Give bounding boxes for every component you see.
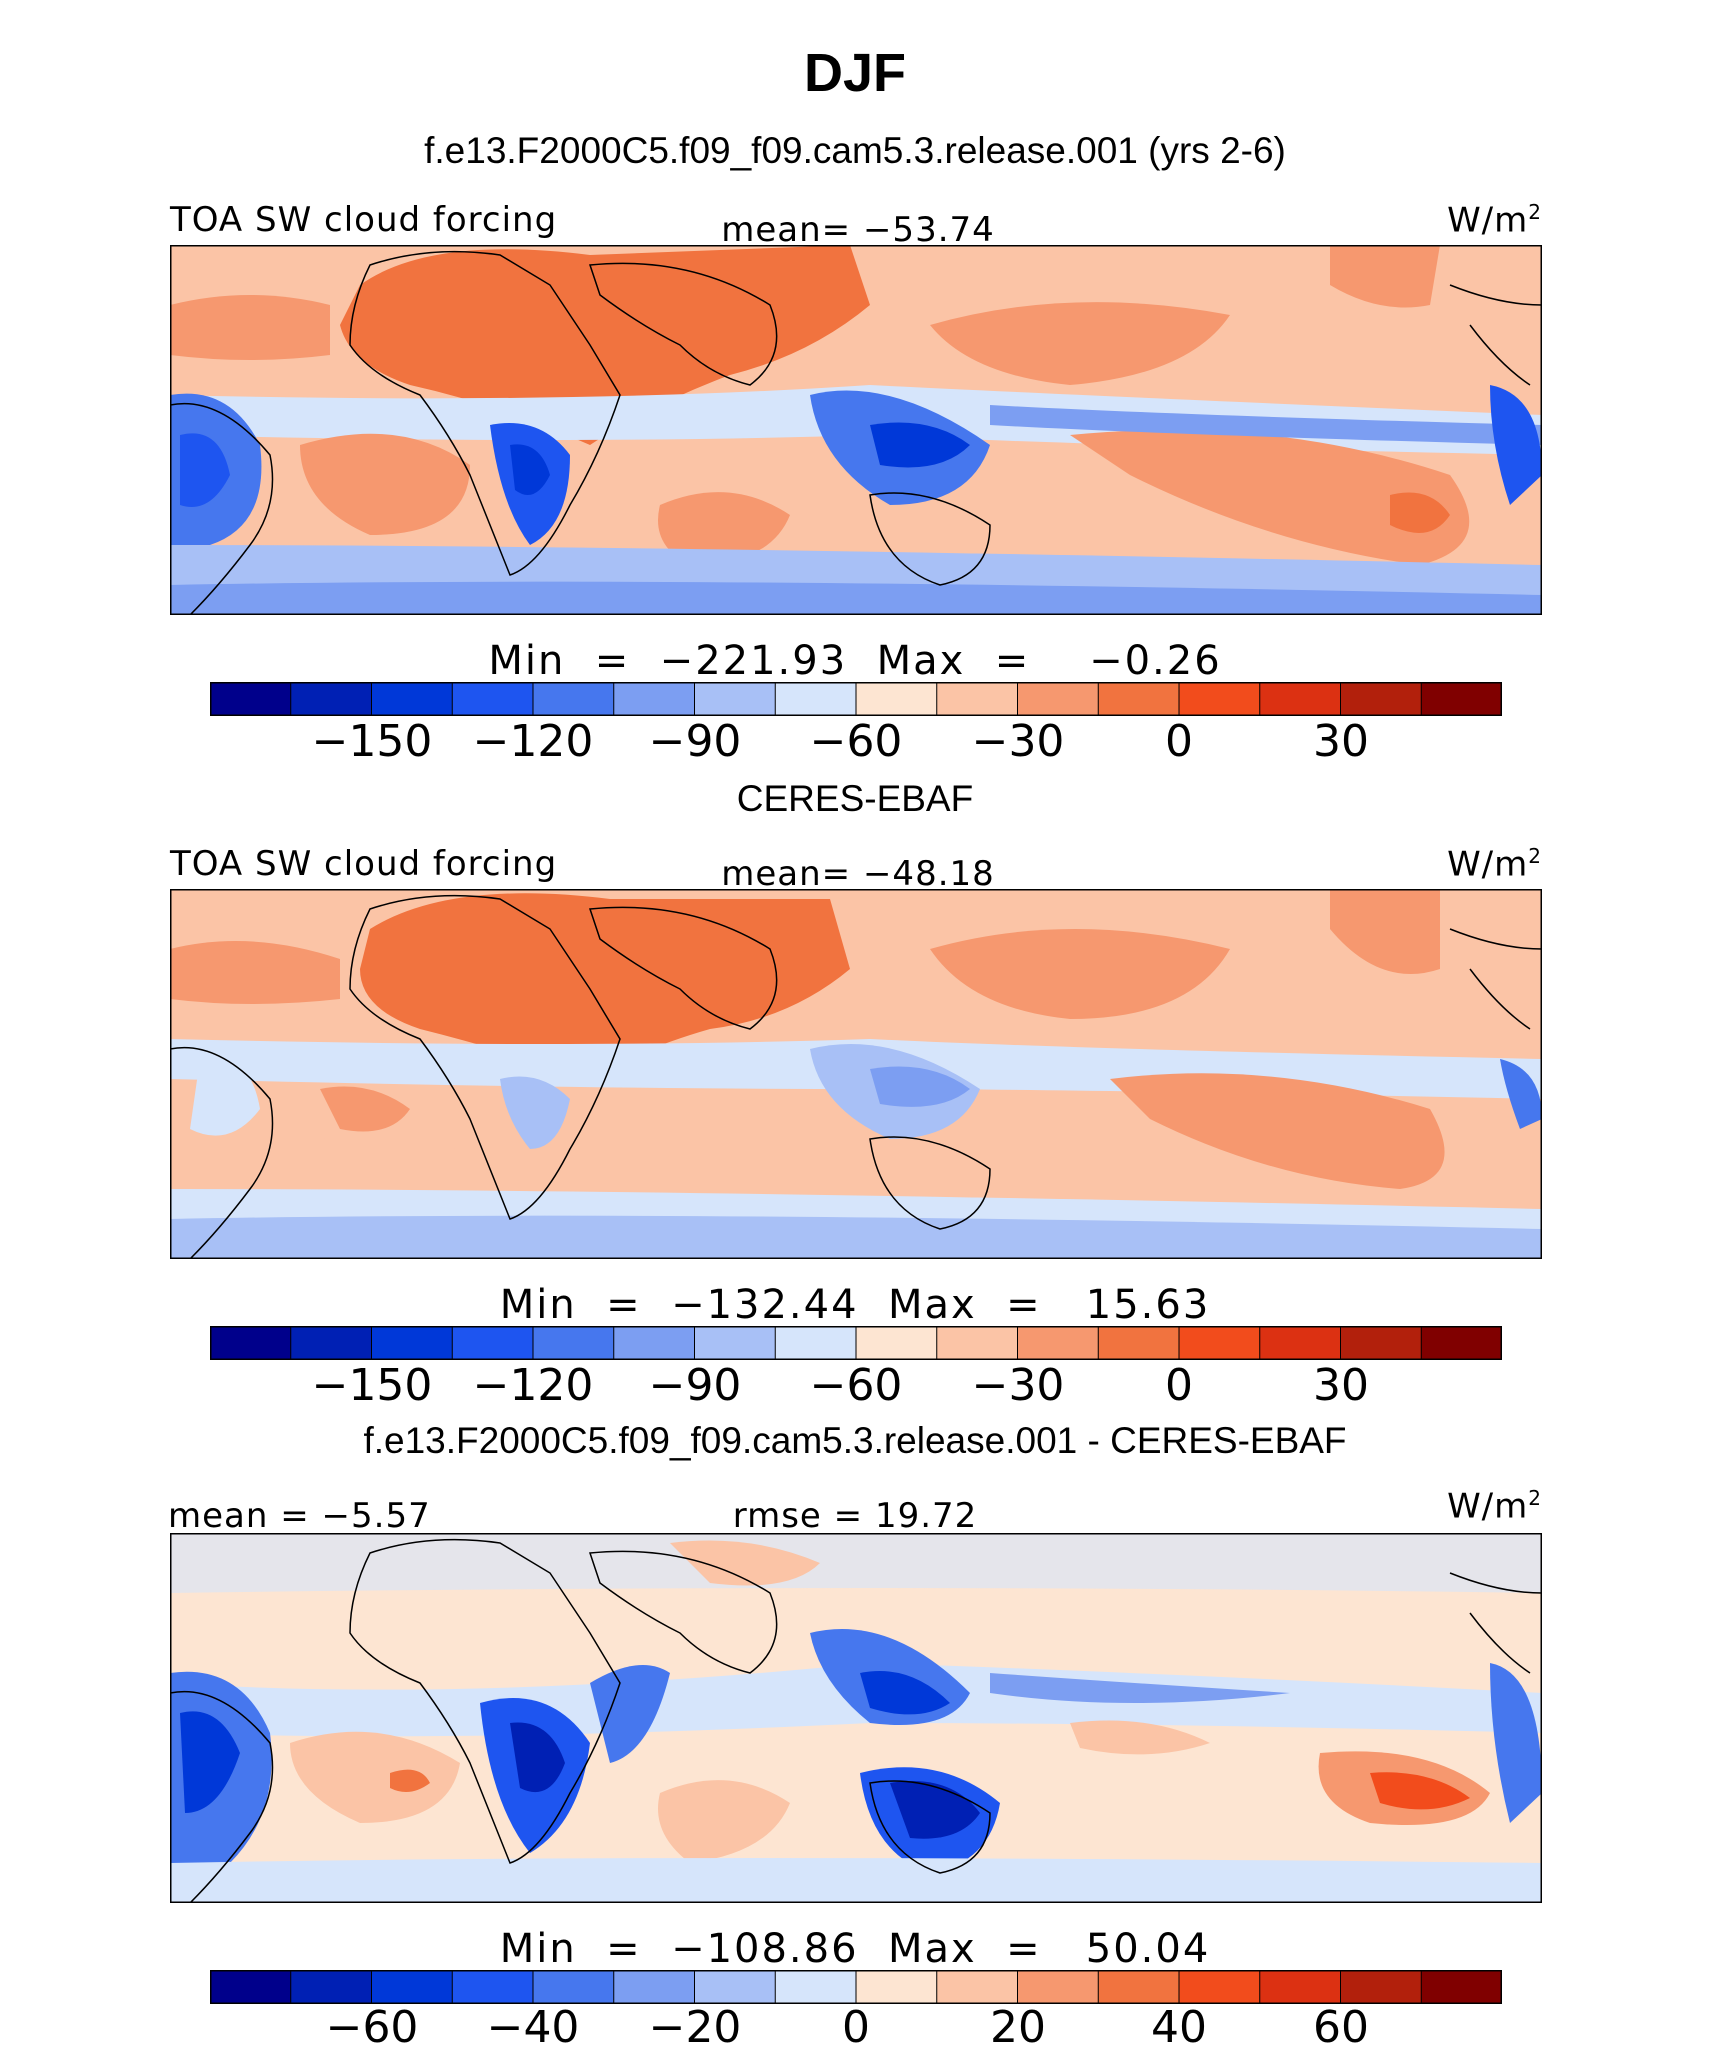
panel-2-colorbar-swatch — [1017, 1326, 1100, 1360]
panel-2-colorbar-swatch — [451, 1326, 534, 1360]
panel-3-units: W/m2 — [1447, 1486, 1542, 1527]
panel-3-colorbar-swatch — [290, 1970, 373, 2004]
panel-3-colorbar-swatch — [1259, 1970, 1342, 2004]
panel-3-colorbar-swatch — [210, 1970, 292, 2004]
panel-2-colorbar-swatch — [1097, 1326, 1180, 1360]
panel-3-colorbar-swatch — [451, 1970, 534, 2004]
panel-2-tick-6: 0 — [1165, 1360, 1193, 1411]
panel-2-center-label: mean= −48.18 — [721, 854, 995, 894]
panel-2-colorbar-swatch — [1259, 1326, 1342, 1360]
panel-1-colorbar-swatch — [210, 682, 292, 716]
panel-1-tick-7: 30 — [1313, 716, 1369, 767]
panel-3-tick-1: −60 — [325, 2002, 419, 2053]
panel-1-colorbar-swatch — [1097, 682, 1180, 716]
panel-1-tick-4: −60 — [809, 716, 903, 767]
panel-3-subtitle: f.e13.F2000C5.f09_f09.cam5.3.release.001… — [363, 1420, 1347, 1461]
panel-3-tick-5: 20 — [990, 2002, 1046, 2053]
panel-1-colorbar-swatch — [1340, 682, 1423, 716]
panel-1-colorbar-swatch — [1420, 682, 1502, 716]
panel-2-left-label: TOA SW cloud forcing — [170, 844, 558, 884]
panel-2-min-max: Min = −132.44 Max = 15.63 — [499, 1282, 1211, 1328]
panel-1-colorbar-swatch — [855, 682, 938, 716]
panel-1-colorbar-swatch — [774, 682, 857, 716]
panel-1-colorbar-swatch — [1259, 682, 1342, 716]
panel-3-tick-3: −20 — [648, 2002, 742, 2053]
panel-2-tick-3: −90 — [648, 1360, 742, 1411]
panel-2-subtitle: CERES-EBAF — [736, 778, 974, 819]
panel-2-colorbar-swatch — [613, 1326, 696, 1360]
panel-1-colorbar-swatch — [1178, 682, 1261, 716]
panel-1-tick-1: −150 — [311, 716, 433, 767]
panel-2-tick-2: −120 — [472, 1360, 594, 1411]
panel-2-map — [170, 889, 1542, 1259]
panel-2-tick-7: 30 — [1313, 1360, 1369, 1411]
panel-1-colorbar-swatch — [1017, 682, 1100, 716]
panel-3-colorbar-swatch — [1017, 1970, 1100, 2004]
panel-1-tick-6: 0 — [1165, 716, 1193, 767]
panel-1-subtitle: f.e13.F2000C5.f09_f09.cam5.3.release.001… — [424, 130, 1286, 171]
panel-2-colorbar-swatch — [694, 1326, 777, 1360]
panel-2-colorbar-swatch — [855, 1326, 938, 1360]
panel-3-tick-6: 40 — [1151, 2002, 1207, 2053]
panel-2-units: W/m2 — [1447, 844, 1542, 885]
panel-3-colorbar-swatch — [371, 1970, 454, 2004]
panel-1-colorbar-swatch — [451, 682, 534, 716]
panel-1-tick-2: −120 — [472, 716, 594, 767]
panel-2-colorbar — [210, 1326, 1502, 1360]
panel-2-colorbar-swatch — [371, 1326, 454, 1360]
panel-3-colorbar-swatch — [855, 1970, 938, 2004]
panel-1-tick-5: −30 — [971, 716, 1065, 767]
panel-3-tick-7: 60 — [1313, 2002, 1369, 2053]
panel-2-colorbar-swatch — [290, 1326, 373, 1360]
panel-1-min-max: Min = −221.93 Max = −0.26 — [488, 638, 1222, 684]
panel-1-colorbar-swatch — [290, 682, 373, 716]
panel-3-colorbar-swatch — [1178, 1970, 1261, 2004]
panel-3-tick-4: 0 — [842, 2002, 870, 2053]
panel-2-tick-1: −150 — [311, 1360, 433, 1411]
panel-3-colorbar-swatch — [613, 1970, 696, 2004]
panel-2-tick-5: −30 — [971, 1360, 1065, 1411]
panel-1-colorbar — [210, 682, 1502, 716]
panel-2-colorbar-swatch — [936, 1326, 1019, 1360]
panel-2-colorbar-swatch — [1420, 1326, 1502, 1360]
panel-1-colorbar-swatch — [532, 682, 615, 716]
panel-3-colorbar-swatch — [774, 1970, 857, 2004]
panel-3-tick-2: −40 — [486, 2002, 580, 2053]
panel-1-tick-3: −90 — [648, 716, 742, 767]
panel-2-colorbar-swatch — [210, 1326, 292, 1360]
panel-1-map — [170, 245, 1542, 615]
panel-3-min-max: Min = −108.86 Max = 50.04 — [499, 1926, 1211, 1972]
panel-3-colorbar-swatch — [532, 1970, 615, 2004]
panel-3-colorbar — [210, 1970, 1502, 2004]
panel-3-colorbar-swatch — [1097, 1970, 1180, 2004]
panel-2-colorbar-swatch — [774, 1326, 857, 1360]
panel-1-units: W/m2 — [1447, 200, 1542, 241]
panel-1-colorbar-swatch — [613, 682, 696, 716]
panel-1-left-label: TOA SW cloud forcing — [170, 200, 558, 240]
panel-3-colorbar-swatch — [694, 1970, 777, 2004]
panel-3-colorbar-swatch — [1340, 1970, 1423, 2004]
panel-3-rmse-label: rmse = 19.72 — [732, 1496, 978, 1536]
panel-3-map — [170, 1533, 1542, 1903]
panel-3-mean-label: mean = −5.57 — [168, 1496, 431, 1536]
panel-1-colorbar-swatch — [694, 682, 777, 716]
panel-3-colorbar-swatch — [936, 1970, 1019, 2004]
panel-2-colorbar-swatch — [1340, 1326, 1423, 1360]
panel-1-colorbar-swatch — [936, 682, 1019, 716]
panel-3-colorbar-swatch — [1420, 1970, 1502, 2004]
panel-1-colorbar-swatch — [371, 682, 454, 716]
panel-2-colorbar-swatch — [532, 1326, 615, 1360]
panel-1-center-label: mean= −53.74 — [721, 210, 995, 250]
panel-2-tick-4: −60 — [809, 1360, 903, 1411]
panel-2-colorbar-swatch — [1178, 1326, 1261, 1360]
figure-title: DJF — [803, 43, 907, 103]
